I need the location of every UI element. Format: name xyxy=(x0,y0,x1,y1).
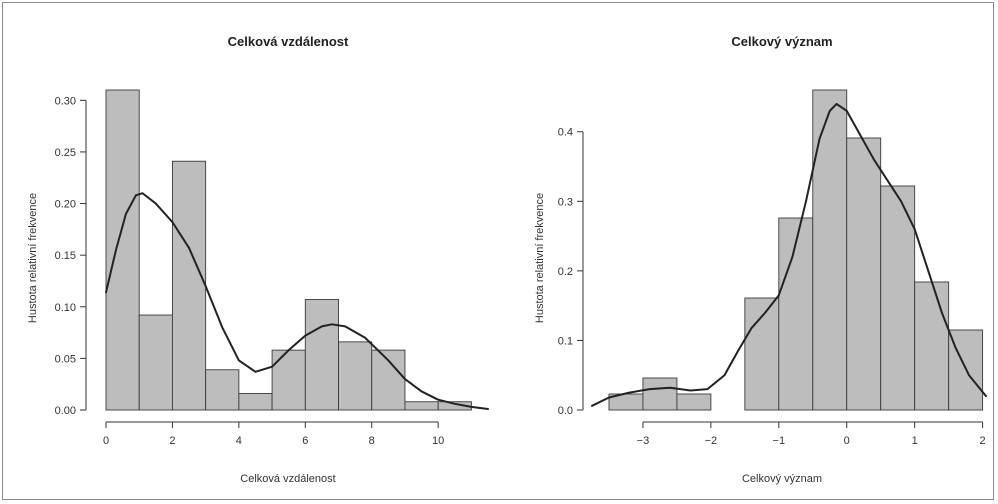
y-tick-label: 0.3 xyxy=(558,196,573,208)
x-tick-label: 1 xyxy=(912,435,918,447)
x-axis: 0 2 4 6 8 10 xyxy=(103,421,444,447)
x-tick-label: 0 xyxy=(103,435,109,447)
histogram-bar xyxy=(437,401,472,411)
density-curve-group xyxy=(591,102,987,407)
x-tick-label: −3 xyxy=(637,435,650,447)
y-tick-label: 0.00 xyxy=(55,405,76,417)
x-tick-label: 2 xyxy=(169,435,175,447)
x-axis: −3 −2 −1 0 1 2 xyxy=(637,421,986,447)
y-tick-label: 0.4 xyxy=(558,127,573,139)
y-axis-label: Hustota relativní frekvence xyxy=(534,193,546,323)
histogram-bar xyxy=(812,89,848,411)
histogram-bar xyxy=(914,281,950,411)
y-axis: 0.00 0.05 0.10 0.15 0.20 0.25 0.30 xyxy=(55,95,87,417)
bars xyxy=(105,89,472,411)
x-tick-label: 8 xyxy=(369,435,375,447)
histogram-bar xyxy=(880,185,916,411)
x-tick-label: 10 xyxy=(432,435,444,447)
histogram-bar xyxy=(642,377,678,411)
y-tick-label: 0.15 xyxy=(55,250,76,262)
histogram-bar xyxy=(778,217,814,411)
histogram-bar xyxy=(338,341,373,411)
x-tick-label: 6 xyxy=(302,435,308,447)
y-tick-label: 0.05 xyxy=(55,353,76,365)
histogram-bar xyxy=(271,349,306,411)
density-curve xyxy=(105,192,489,410)
y-tick-label: 0.30 xyxy=(55,95,76,107)
density-curve-group xyxy=(105,192,489,410)
histogram-bar xyxy=(205,369,240,411)
x-tick-label: −2 xyxy=(705,435,718,447)
histogram-bar xyxy=(744,297,780,411)
y-tick-label: 0.25 xyxy=(55,147,76,159)
x-tick-label: 4 xyxy=(236,435,242,447)
histogram-bar xyxy=(676,393,712,411)
histogram-bar xyxy=(846,137,882,411)
chart-title: Celková vzdálenost xyxy=(228,34,349,49)
x-axis-label: Celkový význam xyxy=(742,473,822,485)
y-tick-label: 0.0 xyxy=(558,405,573,417)
histogram-bar xyxy=(171,160,207,411)
histogram-bar xyxy=(238,393,273,411)
x-tick-label: 2 xyxy=(980,435,986,447)
histogram-panel-meaning: Celkový význam Celkový význam Hustota re… xyxy=(534,34,987,485)
bars xyxy=(608,89,984,411)
y-tick-label: 0.1 xyxy=(558,335,573,347)
y-tick-label: 0.2 xyxy=(558,266,573,278)
histogram-bar xyxy=(304,299,339,411)
x-tick-label: −1 xyxy=(773,435,786,447)
density-curve xyxy=(591,102,987,407)
histogram-bar xyxy=(105,89,140,411)
y-axis-label: Hustota relativní frekvence xyxy=(27,193,39,323)
chart-title: Celkový význam xyxy=(731,34,832,49)
x-axis-label: Celková vzdálenost xyxy=(240,473,335,485)
y-tick-label: 0.10 xyxy=(55,302,76,314)
y-tick-label: 0.20 xyxy=(55,199,76,211)
histogram-panel-distance: Celková vzdálenost Celková vzdálenost Hu… xyxy=(27,34,489,485)
histogram-bar xyxy=(138,314,173,411)
x-tick-label: 0 xyxy=(844,435,850,447)
y-axis: 0.0 0.1 0.2 0.3 0.4 xyxy=(558,127,584,417)
histogram-bar xyxy=(404,401,439,411)
